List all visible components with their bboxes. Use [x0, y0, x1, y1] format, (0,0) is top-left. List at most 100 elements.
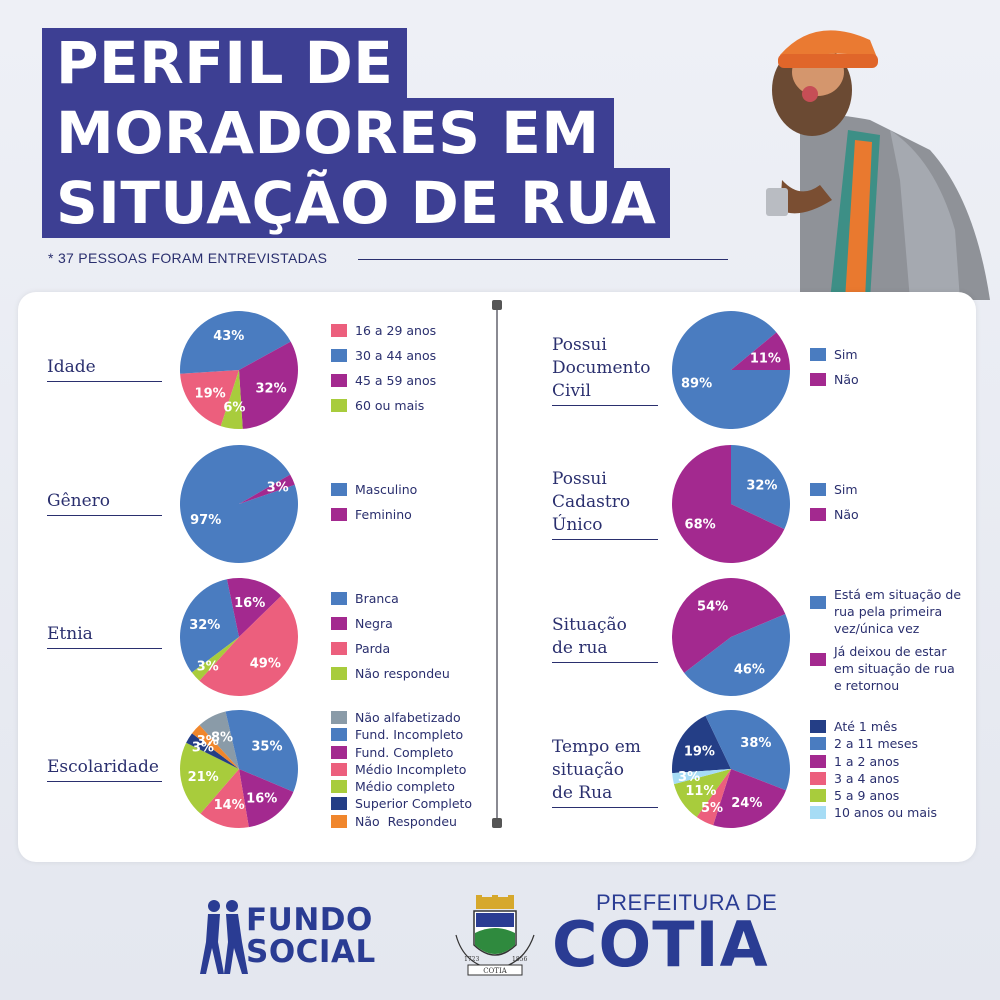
legend-item: Está em situação de rua pela primeira ve… [810, 586, 961, 637]
pie-slice [672, 445, 785, 563]
fundo-social-people-icon [200, 900, 248, 974]
pie-slice-label: 5% [701, 801, 723, 816]
legend-label: Está em situação de rua pela primeira ve… [834, 587, 962, 636]
pie-slice [713, 769, 787, 828]
pie-slice-label: 89% [681, 376, 712, 391]
legend-label: Masculino [355, 482, 418, 497]
legend-swatch [810, 653, 826, 666]
legend-swatch [810, 771, 826, 785]
pie-chart-etnia: 32% 16% 49% 3% [180, 578, 299, 697]
pie-slice-label: 3% [197, 734, 219, 749]
pie-slice-label: 32% [746, 478, 777, 493]
crest-text: COTIA [483, 967, 508, 975]
legend-label: Até 1 mês [834, 719, 898, 734]
pie-slice [226, 578, 282, 637]
legend-item: Não respondeu [331, 665, 450, 690]
legend-swatch [331, 814, 347, 828]
legend-swatch [331, 797, 347, 811]
pie-slice-label: 16% [234, 596, 265, 611]
legend-swatch [331, 762, 347, 776]
legend-item: 5 a 9 anos [810, 787, 937, 804]
legend-label: Fund. Completo [355, 744, 454, 760]
legend-documento-civil: Sim Não [810, 346, 859, 396]
pie-chart-documento-civil: 89% 11% [672, 311, 790, 429]
prefeitura-text: PREFEITURA DE [596, 890, 778, 915]
title-line-2: MORADORES EM [42, 98, 614, 168]
legend-label: Parda [355, 641, 391, 656]
legend-item: Não [810, 371, 859, 396]
legend-swatch [331, 745, 347, 759]
pie-slice-label: 16% [246, 792, 277, 807]
pie-slice [673, 769, 731, 817]
legend-item: Não [810, 506, 859, 531]
legend-swatch [331, 617, 347, 630]
pie-slice [672, 578, 786, 673]
legend-item: 10 anos ou mais [810, 804, 937, 821]
pie-slice-label: 35% [251, 739, 282, 754]
legend-etnia: Branca Negra Parda Não respondeu [331, 590, 450, 690]
pie-slice [220, 370, 243, 429]
pie-slice-label: 54% [697, 599, 728, 614]
pie-slice [180, 311, 291, 374]
legend-swatch [810, 737, 826, 751]
pie-slice [200, 769, 249, 828]
legend-escolaridade: Não alfabetizado Fund. Incompleto Fund. Co… [331, 709, 472, 830]
title-line-3: SITUAÇÃO DE RUA [42, 168, 671, 238]
legend-swatch [810, 348, 826, 361]
legend-label: 5 a 9 anos [834, 788, 900, 804]
pie-slice [239, 341, 298, 429]
legend-swatch [331, 483, 347, 496]
legend-item: Sim [810, 481, 859, 506]
label-etnia: Etnia [47, 623, 162, 649]
pie-slice-label: 46% [734, 663, 765, 678]
pie-slice-label: 14% [214, 798, 245, 813]
pie-slice-label: 3% [197, 660, 219, 675]
pie-slice-label: 32% [255, 382, 286, 397]
legend-cadastro-unico: Sim Não [810, 481, 859, 531]
pie-slice [192, 725, 239, 769]
pie-slice [180, 579, 239, 673]
pie-slice-label: 11% [750, 352, 781, 367]
pie-slice [180, 370, 239, 427]
legend-label: Sim [834, 482, 858, 497]
pie-slice [191, 637, 239, 681]
pie-chart-situacao-de-rua: 46% 54% [672, 578, 790, 696]
pie-chart-idade: 19% 43% 32% 6% [180, 311, 298, 429]
legend-item: Sim [810, 346, 859, 371]
legend-swatch [331, 374, 347, 387]
label-cadastro-unico: Possui Cadastro Único [552, 468, 658, 540]
legend-tempo-em-situacao: Até 1 mês 2 a 11 meses 1 a 2 anos 3 a 4 ano… [810, 718, 937, 822]
legend-swatch [810, 596, 826, 609]
pie-slice-label: 11% [685, 784, 716, 799]
subtitle-rule [358, 259, 728, 260]
pie-slice-label: 3% [192, 741, 214, 756]
label-documento-civil: Possui Documento Civil [552, 334, 658, 406]
pie-slice-label: 3% [267, 480, 289, 495]
legend-item: Superior Completo [331, 795, 472, 812]
legend-genero: Masculino Feminino [331, 481, 417, 531]
pie-slice-label: 32% [189, 618, 220, 633]
pie-slice [239, 474, 295, 504]
legend-item: Branca [331, 590, 450, 615]
pie-slice [199, 711, 239, 769]
legend-item: Parda [331, 640, 450, 665]
legend-item: Médio Incompleto [331, 761, 472, 778]
pie-slice [705, 710, 790, 791]
legend-swatch [810, 483, 826, 496]
pie-slice-label: 97% [190, 513, 221, 528]
pie-chart-tempo-em-situacao: 19% 38% 24% 5% 11%3% [672, 710, 790, 828]
legend-label: Sim [834, 347, 858, 362]
label-genero: Gênero [47, 490, 162, 516]
pie-slice-label: 19% [195, 386, 226, 401]
homeless-man-illustration [766, 30, 990, 300]
legend-label: 16 a 29 anos [355, 323, 437, 338]
legend-label: 60 ou mais [355, 398, 425, 413]
legend-swatch [331, 728, 347, 742]
legend-label: Feminino [355, 507, 412, 522]
label-idade: Idade [47, 356, 162, 382]
label-escolaridade: Escolaridade [47, 756, 162, 782]
legend-label: 10 anos ou mais [834, 805, 937, 821]
pie-slice-label: 21% [188, 770, 219, 785]
pie-slice [684, 613, 790, 696]
cotia-logo-text: COTIA [552, 908, 769, 981]
